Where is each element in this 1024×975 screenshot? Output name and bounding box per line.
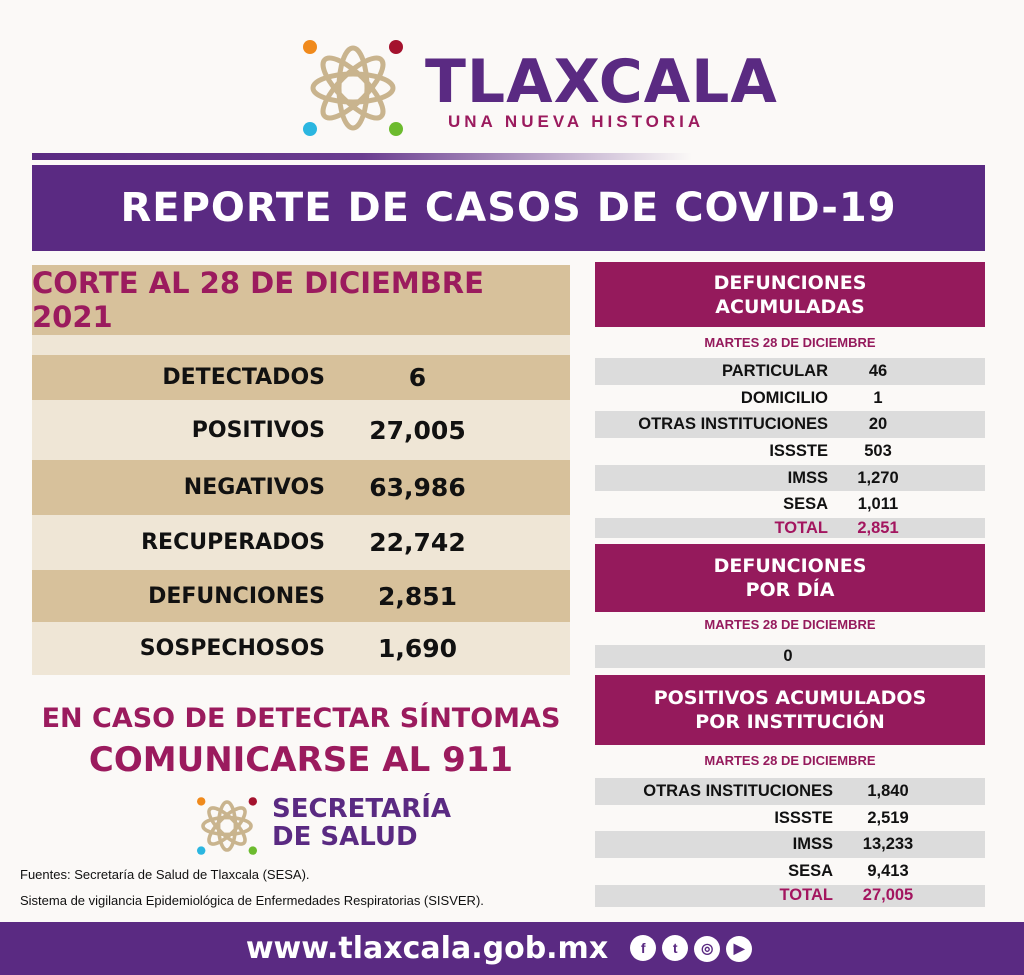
secretaria-line: DE SALUD xyxy=(272,822,418,852)
date-label: MARTES 28 DE DICIEMBRE xyxy=(704,617,876,632)
summary-row: NEGATIVOS 63,986 xyxy=(32,460,570,515)
table-row: SESA 1,011 xyxy=(595,491,985,518)
table-row: 0 xyxy=(595,645,985,668)
table-row: OTRAS INSTITUCIONES 20 xyxy=(595,411,985,439)
row-label: IMSS xyxy=(792,835,833,854)
secretaria-flower-logo xyxy=(197,797,257,855)
row-label: NEGATIVOS xyxy=(183,475,325,500)
notice-line-2: COMUNICARSE AL 911 xyxy=(88,740,514,780)
row-label: POSITIVOS xyxy=(191,417,325,443)
row-label: SESA xyxy=(788,861,833,880)
row-value: 20 xyxy=(868,415,888,434)
summary-title: CORTE AL 28 DE DICIEMBRE 2021 xyxy=(32,265,570,335)
positivos-institucion-table: OTRAS INSTITUCIONES 1,840 ISSSTE 2,519 IMS… xyxy=(595,778,985,907)
row-label: TOTAL xyxy=(774,518,828,537)
date-label: MARTES 28 DE DICIEMBRE xyxy=(704,753,876,768)
row-value: 0 xyxy=(783,647,793,665)
table-row: IMSS 13,233 xyxy=(595,831,985,859)
divider xyxy=(32,153,692,160)
website-link[interactable]: www.tlaxcala.gob.mx xyxy=(245,931,609,966)
total-row: TOTAL 27,005 xyxy=(595,884,985,907)
youtube-icon[interactable]: ▶ xyxy=(726,935,753,962)
row-value: 2,519 xyxy=(867,808,909,827)
summary-row: SOSPECHOSOS 1,690 xyxy=(32,622,570,675)
row-label: SOSPECHOSOS xyxy=(139,636,325,661)
row-value: 1,270 xyxy=(857,468,899,487)
facebook-icon[interactable]: f xyxy=(630,935,657,962)
header-line: DEFUNCIONES xyxy=(713,555,867,577)
table-row: OTRAS INSTITUCIONES 1,840 xyxy=(595,778,985,805)
table-row: ISSSTE 2,519 xyxy=(595,805,985,832)
positivos-institucion-header: POSITIVOS ACUMULADOS POR INSTITUCIÓN xyxy=(595,675,985,745)
tlaxcala-flower-logo xyxy=(303,40,403,136)
instagram-icon[interactable]: ◎ xyxy=(694,935,721,962)
row-label: RECUPERADOS xyxy=(141,530,325,555)
row-label: DEFUNCIONES xyxy=(148,583,325,609)
row-label: DETECTADOS xyxy=(162,365,325,390)
header-line: POR DÍA xyxy=(745,579,835,601)
defunciones-dia-table: 0 xyxy=(595,645,985,668)
row-label: TOTAL xyxy=(779,886,833,905)
row-value: 2,851 xyxy=(857,518,899,537)
date-label: MARTES 28 DE DICIEMBRE xyxy=(704,335,876,350)
defunciones-acumuladas-table: PARTICULAR 46 DOMICILIO 1 OTRAS INSTITUCIO… xyxy=(595,358,985,539)
summary-table: CORTE AL 28 DE DICIEMBRE 2021 DETECTADOS… xyxy=(32,265,570,675)
source-line: Sistema de vigilancia Epidemiológica de … xyxy=(20,893,484,908)
defunciones-acumuladas-header: DEFUNCIONES ACUMULADAS xyxy=(595,262,985,327)
brand-tagline: UNA NUEVA HISTORIA xyxy=(448,112,705,131)
notice-line-1: EN CASO DE DETECTAR SÍNTOMAS xyxy=(41,703,561,734)
row-label: ISSSTE xyxy=(774,808,833,827)
summary-row: POSITIVOS 27,005 xyxy=(32,400,570,460)
header-line: DEFUNCIONES xyxy=(713,271,867,294)
table-row: IMSS 1,270 xyxy=(595,464,985,492)
defunciones-dia-header: DEFUNCIONES POR DÍA xyxy=(595,544,985,612)
secretaria-de-salud: SECRETARÍA DE SALUD xyxy=(272,795,451,851)
spacer xyxy=(32,335,570,355)
source-line: Fuentes: Secretaría de Salud de Tlaxcala… xyxy=(20,867,310,882)
header-line: ACUMULADAS xyxy=(715,295,865,318)
row-label: OTRAS INSTITUCIONES xyxy=(638,415,828,434)
row-value: 9,413 xyxy=(867,861,909,880)
table-row: SESA 9,413 xyxy=(595,858,985,885)
summary-row: DEFUNCIONES 2,851 xyxy=(32,570,570,622)
row-value: 1,690 xyxy=(377,634,458,663)
row-value: 27,005 xyxy=(862,886,914,905)
row-value: 2,851 xyxy=(377,581,458,611)
table-row: DOMICILIO 1 xyxy=(595,385,985,412)
header-line: POR INSTITUCIÓN xyxy=(695,711,885,733)
brand-name: TLAXCALA xyxy=(425,47,778,117)
row-label: ISSSTE xyxy=(769,441,828,460)
total-row: TOTAL 2,851 xyxy=(595,518,985,539)
twitter-icon[interactable]: t xyxy=(662,935,689,962)
summary-row: RECUPERADOS 22,742 xyxy=(32,515,570,570)
row-label: IMSS xyxy=(787,468,828,487)
secretaria-line: SECRETARÍA xyxy=(272,794,452,824)
row-value: 13,233 xyxy=(862,835,914,854)
row-value: 46 xyxy=(868,361,888,380)
header-line: POSITIVOS ACUMULADOS xyxy=(653,687,927,709)
row-label: DOMICILIO xyxy=(740,388,828,407)
row-value: 27,005 xyxy=(369,415,466,445)
report-title: REPORTE DE CASOS DE COVID-19 xyxy=(32,165,985,251)
footer: www.tlaxcala.gob.mx f t ◎ ▶ xyxy=(0,922,1024,975)
summary-row: DETECTADOS 6 xyxy=(32,355,570,400)
row-label: SESA xyxy=(783,495,828,514)
row-value: 1 xyxy=(873,388,883,407)
row-value: 503 xyxy=(864,441,892,460)
row-value: 1,011 xyxy=(857,495,899,514)
table-row: ISSSTE 503 xyxy=(595,438,985,465)
row-value: 22,742 xyxy=(369,528,466,557)
row-label: PARTICULAR xyxy=(721,361,828,380)
row-value: 6 xyxy=(408,363,427,392)
row-value: 1,840 xyxy=(867,781,909,800)
social-icons: f t ◎ ▶ xyxy=(630,935,758,962)
table-row: PARTICULAR 46 xyxy=(595,358,985,385)
row-label: OTRAS INSTITUCIONES xyxy=(643,781,833,800)
row-value: 63,986 xyxy=(369,473,466,502)
